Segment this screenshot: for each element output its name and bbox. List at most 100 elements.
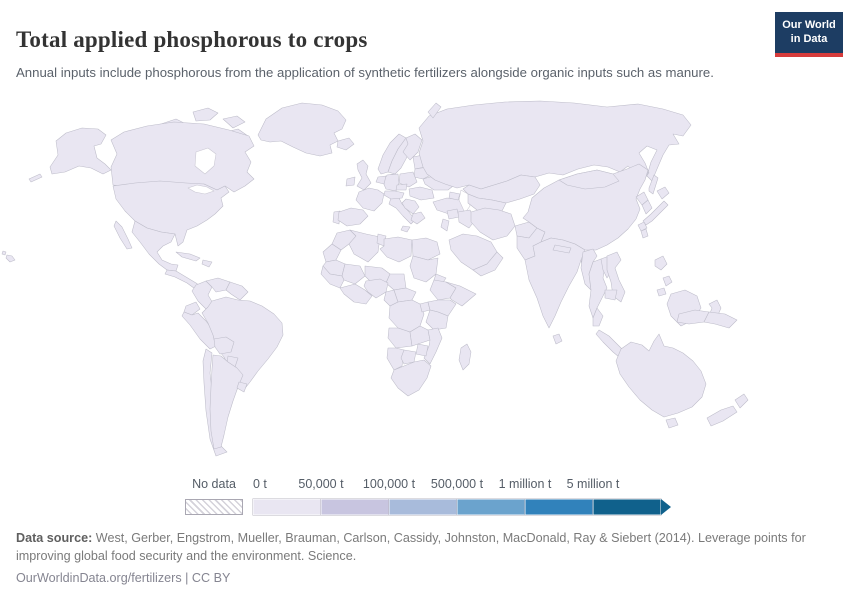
country-benelux[interactable] [375,175,387,185]
legend-bin-2[interactable] [389,499,457,515]
attribution-line: OurWorldinData.org/fertilizers | CC BY [16,570,806,588]
country-algeria[interactable] [348,229,381,263]
country-argentina[interactable] [209,354,244,450]
country-south-korea[interactable] [641,199,653,215]
country-italy[interactable] [388,195,416,225]
country-austria-switzerland[interactable] [383,190,405,200]
legend-bin-0[interactable] [253,499,321,515]
legend-tick-3: 500,000 t [430,477,484,491]
country-canada[interactable] [110,121,255,193]
country-greece[interactable] [410,211,426,225]
country-nepal[interactable] [552,244,572,254]
country-mali[interactable] [341,263,366,285]
country-poland[interactable] [398,171,418,188]
country-chile[interactable] [202,348,228,457]
legend-bin-5[interactable] [593,499,661,515]
country-somalia[interactable] [445,281,477,307]
country-new-zealand-north[interactable] [734,393,749,409]
country-brazil[interactable] [201,296,284,392]
country-spain[interactable] [337,207,369,227]
legend-tick-1: 50,000 t [298,477,344,491]
country-central-african-republic[interactable] [393,287,417,303]
legend-bin-4[interactable] [525,499,593,515]
country-finland[interactable] [402,133,423,161]
country-japan-honshu[interactable] [642,200,669,226]
country-senegal-guinea[interactable] [320,265,345,289]
country-ireland[interactable] [345,176,356,187]
country-papua-new-guinea[interactable] [703,311,738,329]
footer-separator: | [181,571,192,586]
country-canada-arctic-2[interactable] [192,107,219,122]
country-namibia[interactable] [386,347,405,371]
owid-link[interactable]: OurWorldinData.org/fertilizers [16,571,182,586]
country-taiwan[interactable] [640,228,649,239]
country-mexico-baja[interactable] [113,220,133,250]
country-portugal[interactable] [332,210,341,225]
country-canada-arctic-3[interactable] [222,115,246,129]
country-philippines-mindanao[interactable] [656,287,667,297]
country-drc[interactable] [388,299,425,333]
country-india[interactable] [524,237,586,329]
country-nigeria[interactable] [363,278,389,299]
country-bolivia[interactable] [213,336,235,355]
country-malaysia[interactable] [592,307,604,327]
country-caucasus[interactable] [448,191,461,201]
chart-footer: Data source: West, Gerber, Engstrom, Mue… [16,530,806,588]
country-uk[interactable] [356,159,372,191]
world-map [1,100,749,457]
country-cuba[interactable] [175,251,201,262]
country-usa-hawaii-2[interactable] [1,250,7,256]
country-uruguay[interactable] [236,381,248,393]
country-chad[interactable] [385,273,407,291]
country-philippines-visayas[interactable] [662,275,673,287]
legend-no-data-label: No data [192,477,236,491]
country-mongolia[interactable] [558,169,620,190]
country-guyanas[interactable] [225,281,249,301]
country-syria[interactable] [446,208,460,220]
country-iran[interactable] [470,207,516,241]
country-russia-sakhalin[interactable] [648,174,659,195]
hudson-bay [194,147,217,175]
country-usa-aleutians[interactable] [28,173,43,183]
owid-logo-line2: in Data [790,32,828,45]
license-label: CC BY [191,571,231,586]
country-sudan[interactable] [409,255,439,283]
country-france[interactable] [355,187,385,212]
country-mexico[interactable] [131,220,179,272]
country-usa-hawaii[interactable] [5,254,16,263]
country-cambodia[interactable] [604,289,618,301]
country-ecuador[interactable] [183,301,201,316]
country-usa-alaska[interactable] [49,127,112,175]
country-japan-kyushu[interactable] [637,221,648,232]
country-madagascar[interactable] [458,343,472,371]
country-sri-lanka[interactable] [552,333,563,345]
country-tasmania[interactable] [665,417,679,429]
legend-bin-1[interactable] [321,499,389,515]
legend-no-data-swatch[interactable] [185,499,243,515]
legend-bin-3[interactable] [457,499,525,515]
country-israel-jordan[interactable] [440,218,450,232]
data-source-line: Data source: West, Gerber, Engstrom, Mue… [16,530,806,565]
country-greenland[interactable] [257,102,347,157]
country-philippines-luzon[interactable] [654,255,668,271]
country-australia[interactable] [615,333,707,418]
country-botswana[interactable] [400,349,417,365]
country-west-africa-coast[interactable] [339,283,373,305]
country-vietnam[interactable] [606,251,626,303]
owid-logo[interactable]: Our World in Data [775,12,843,57]
country-new-zealand-south[interactable] [706,405,738,427]
country-yemen-oman[interactable] [472,251,504,277]
country-iceland[interactable] [336,137,355,151]
country-hispaniola[interactable] [201,259,213,268]
country-russia[interactable] [418,100,692,190]
country-italy-sicily[interactable] [400,225,411,233]
country-mozambique[interactable] [423,327,443,365]
country-japan-hokkaido[interactable] [656,186,670,200]
country-czech[interactable] [395,183,408,191]
country-russia-novaya-zemlya[interactable] [427,102,442,119]
country-libya[interactable] [379,236,413,263]
country-south-africa[interactable] [390,359,432,397]
country-tanzania[interactable] [425,309,449,331]
country-hungary-romania[interactable] [408,186,435,201]
country-zimbabwe[interactable] [415,343,429,357]
